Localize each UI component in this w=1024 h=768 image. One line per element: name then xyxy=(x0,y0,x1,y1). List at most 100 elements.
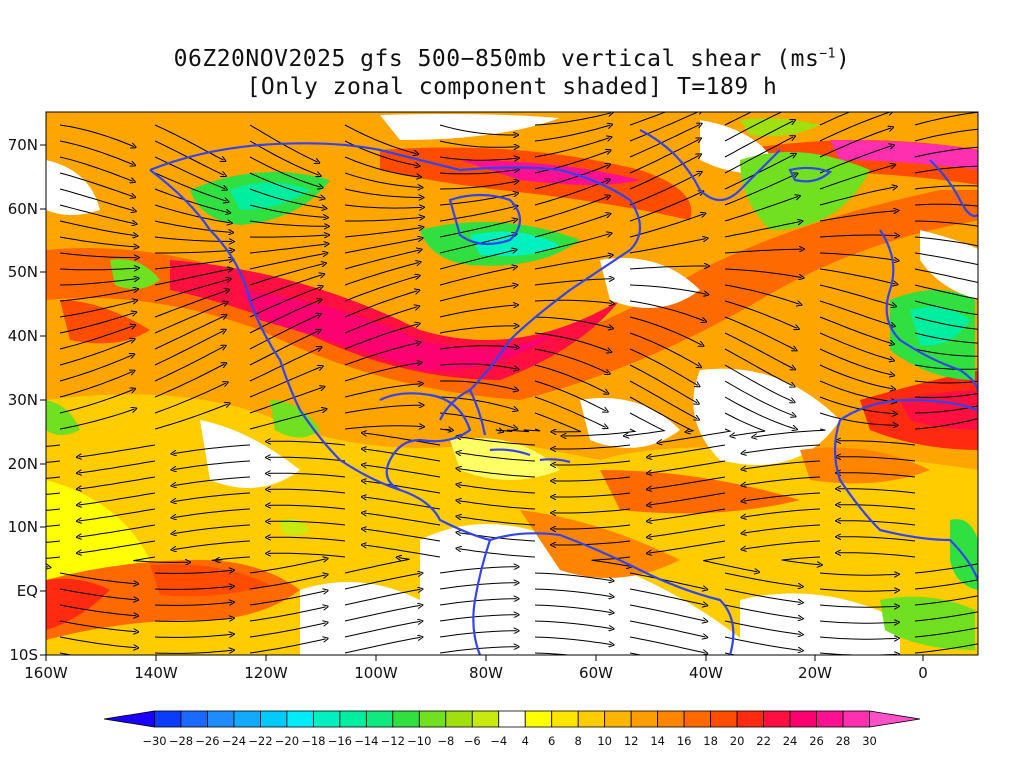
streamline xyxy=(744,476,821,485)
streamline xyxy=(914,393,978,399)
streamline xyxy=(364,545,441,558)
streamline xyxy=(249,559,326,574)
lon-label: 100W xyxy=(354,664,398,682)
streamline xyxy=(439,170,517,175)
streamline xyxy=(154,188,228,213)
streamline xyxy=(629,239,706,254)
streamline xyxy=(724,112,753,126)
streamline xyxy=(249,156,321,187)
streamline xyxy=(629,588,705,605)
streamline xyxy=(79,476,156,489)
streamline xyxy=(649,460,726,473)
streamline xyxy=(838,489,916,494)
streamline xyxy=(819,112,891,142)
lat-label: 60N xyxy=(8,200,38,218)
streamline xyxy=(838,537,916,542)
streamline xyxy=(364,529,441,542)
streamline xyxy=(249,244,327,254)
streamline xyxy=(534,412,582,432)
colorbar-label: −20 xyxy=(275,734,299,748)
streamline xyxy=(626,412,666,436)
streamline xyxy=(268,505,346,510)
streamline xyxy=(364,465,441,478)
streamline xyxy=(46,460,61,463)
streamline xyxy=(249,220,327,226)
streamline xyxy=(46,444,61,447)
streamline xyxy=(724,572,801,586)
streamline xyxy=(629,396,695,432)
streamline xyxy=(914,579,978,590)
streamline xyxy=(914,563,978,574)
streamline xyxy=(59,340,133,366)
streamline xyxy=(659,428,732,443)
streamline xyxy=(534,151,609,174)
streamline xyxy=(629,348,698,385)
streamline xyxy=(59,156,133,181)
streamline xyxy=(724,380,794,416)
streamline xyxy=(629,332,699,366)
lon-label: 20W xyxy=(798,664,832,682)
streamline xyxy=(174,444,251,454)
streamline xyxy=(914,348,978,357)
streamline xyxy=(249,575,326,590)
streamline xyxy=(344,263,419,286)
streamline xyxy=(344,156,419,177)
streamline xyxy=(344,558,410,574)
streamline xyxy=(534,234,610,254)
streamline xyxy=(553,460,631,465)
streamline xyxy=(154,156,225,189)
streamline xyxy=(629,300,704,321)
colorbar-swatch xyxy=(207,710,235,728)
colorbar-swatch xyxy=(816,710,844,728)
streamline xyxy=(59,289,136,302)
streamline xyxy=(724,636,801,650)
streamline xyxy=(914,332,978,344)
streamline xyxy=(534,348,608,373)
streamline xyxy=(724,121,793,158)
colorbar-label: 10 xyxy=(597,734,612,748)
streamline xyxy=(154,383,226,414)
streamline xyxy=(439,615,517,622)
streamline xyxy=(154,220,231,232)
streamline xyxy=(629,155,699,190)
streamline xyxy=(364,449,441,462)
streamline xyxy=(344,250,420,270)
streamline xyxy=(744,508,821,517)
streamline xyxy=(838,521,916,526)
streamline xyxy=(819,589,897,591)
streamline xyxy=(46,476,61,479)
streamline xyxy=(59,355,132,382)
streamline xyxy=(914,220,978,227)
streamline xyxy=(439,363,517,369)
streamline xyxy=(268,457,346,462)
streamline xyxy=(154,634,232,638)
streamline xyxy=(819,187,895,206)
streamline xyxy=(534,332,610,351)
colorbar-swatch xyxy=(657,710,685,728)
streamline xyxy=(649,524,726,537)
colorbar-label: 28 xyxy=(836,734,851,748)
streamline xyxy=(439,567,517,574)
streamline xyxy=(249,140,319,175)
streamline xyxy=(914,146,978,158)
streamline xyxy=(344,291,417,318)
streamline xyxy=(724,222,800,238)
colorbar-label: 14 xyxy=(650,734,665,748)
streamline xyxy=(211,556,251,561)
streamline xyxy=(249,387,323,414)
colorbar-swatch xyxy=(763,710,791,728)
streamline xyxy=(439,250,515,270)
streamline xyxy=(154,602,232,606)
latitude-labels: 70N 60N 50N 40N 30N 20N 10N EQ 10S xyxy=(8,136,46,664)
streamline xyxy=(249,331,319,366)
lat-label: 30N xyxy=(8,391,38,409)
streamline xyxy=(914,364,978,370)
streamline xyxy=(59,409,134,430)
streamline xyxy=(629,316,702,345)
streamline xyxy=(914,185,978,190)
streamline xyxy=(649,476,726,489)
streamline xyxy=(914,595,978,606)
streamline xyxy=(345,217,422,222)
streamline xyxy=(344,384,421,398)
